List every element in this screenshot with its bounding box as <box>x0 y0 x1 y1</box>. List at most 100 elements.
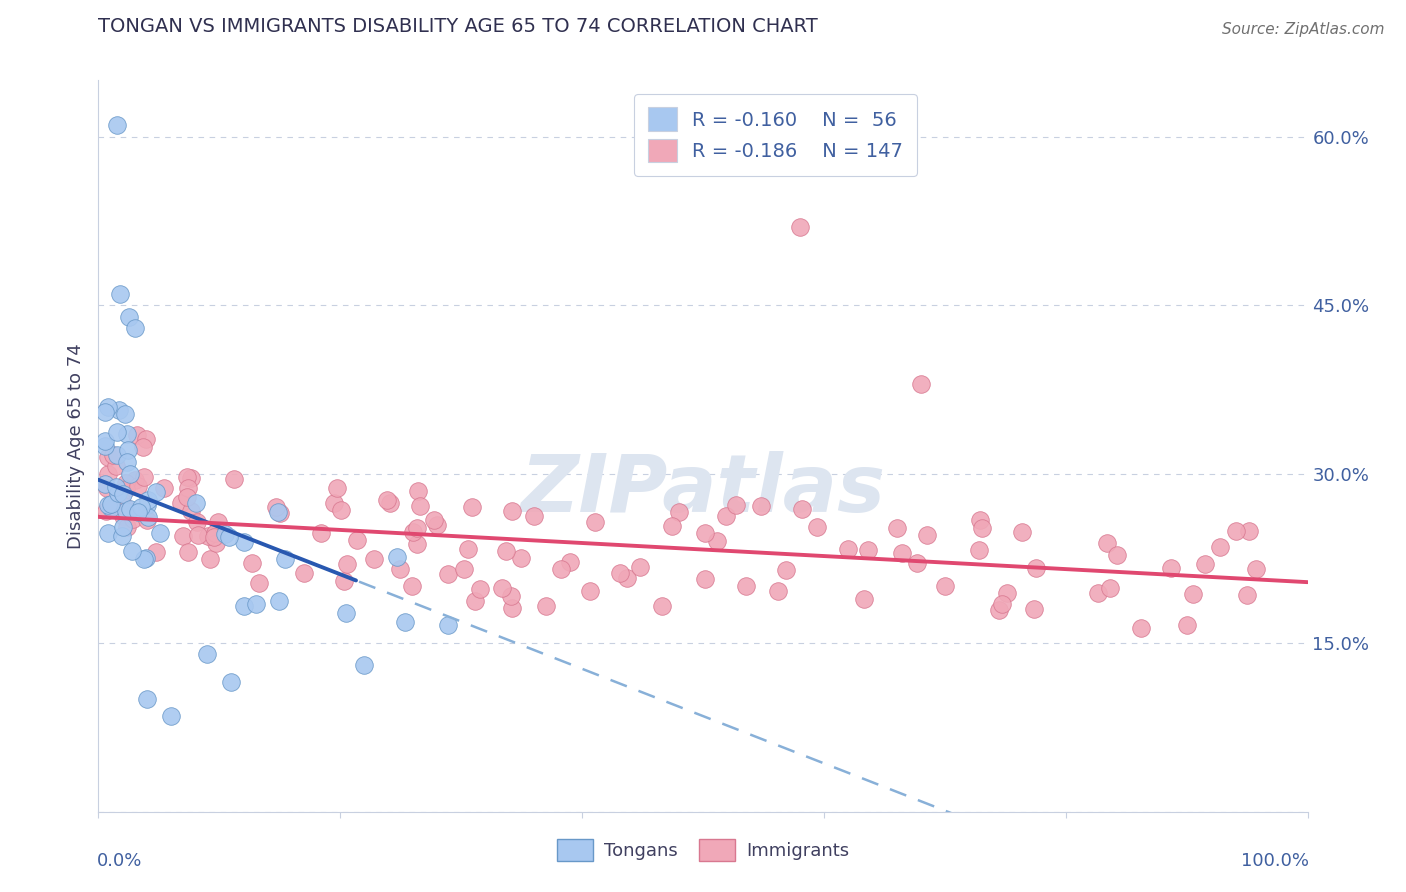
Point <box>509 550 531 565</box>
Point <box>108 287 131 301</box>
Point <box>470 582 492 596</box>
Point <box>232 599 254 613</box>
Point <box>118 310 141 324</box>
Point <box>180 504 202 518</box>
Point <box>94 439 117 453</box>
Point <box>114 482 136 496</box>
Point <box>202 530 225 544</box>
Point <box>97 526 120 541</box>
Point <box>94 503 117 517</box>
Point <box>856 542 879 557</box>
Point <box>96 481 118 495</box>
Point <box>402 524 425 539</box>
Point <box>990 597 1012 611</box>
Point <box>127 479 149 493</box>
Point <box>267 505 290 519</box>
Point <box>346 533 368 547</box>
Point <box>461 500 484 514</box>
Point <box>330 502 353 516</box>
Y-axis label: Disability Age 65 to 74: Disability Age 65 to 74 <box>67 343 86 549</box>
Point <box>695 572 717 586</box>
Point <box>336 557 359 571</box>
Point <box>766 584 789 599</box>
Point <box>131 500 153 515</box>
Point <box>96 450 118 465</box>
Point <box>105 493 128 508</box>
Point <box>616 571 638 585</box>
Text: 0.0%: 0.0% <box>97 852 142 870</box>
Point <box>177 545 200 559</box>
Point <box>124 473 146 487</box>
Point <box>1011 524 1033 539</box>
Point <box>97 498 120 512</box>
Point <box>97 401 120 415</box>
Point <box>789 219 811 234</box>
Point <box>108 402 131 417</box>
Point <box>221 675 243 690</box>
Point <box>409 499 432 513</box>
Point <box>176 491 198 505</box>
Point <box>437 566 460 581</box>
Point <box>114 407 136 421</box>
Point <box>353 658 375 673</box>
Point <box>405 537 427 551</box>
Point <box>233 535 256 549</box>
Point <box>523 508 546 523</box>
Point <box>1095 536 1118 550</box>
Point <box>363 552 385 566</box>
Point <box>499 589 522 603</box>
Point <box>749 499 772 513</box>
Point <box>388 562 411 576</box>
Point <box>138 492 160 507</box>
Point <box>149 526 172 541</box>
Point <box>907 556 929 570</box>
Point <box>695 526 717 541</box>
Point <box>204 526 226 541</box>
Point <box>401 579 423 593</box>
Point <box>536 599 558 613</box>
Point <box>837 541 859 556</box>
Point <box>292 566 315 581</box>
Point <box>628 559 651 574</box>
Point <box>969 513 991 527</box>
Point <box>104 459 127 474</box>
Point <box>1105 548 1128 562</box>
Point <box>103 448 125 462</box>
Point <box>375 492 398 507</box>
Point <box>775 563 797 577</box>
Point <box>186 528 208 542</box>
Point <box>94 405 117 419</box>
Point <box>995 586 1018 600</box>
Point <box>136 510 159 524</box>
Point <box>214 527 236 541</box>
Point <box>186 516 208 530</box>
Point <box>124 321 146 335</box>
Point <box>200 552 222 566</box>
Text: TONGAN VS IMMIGRANTS DISABILITY AGE 65 TO 74 CORRELATION CHART: TONGAN VS IMMIGRANTS DISABILITY AGE 65 T… <box>98 17 818 37</box>
Point <box>380 496 402 510</box>
Point <box>111 529 134 543</box>
Point <box>651 599 673 614</box>
Point <box>967 542 990 557</box>
Point <box>495 543 517 558</box>
Point <box>806 520 828 534</box>
Point <box>453 561 475 575</box>
Point <box>426 518 449 533</box>
Point <box>1209 540 1232 554</box>
Point <box>501 601 523 615</box>
Point <box>579 584 602 599</box>
Point <box>852 592 875 607</box>
Point <box>668 505 690 519</box>
Point <box>115 503 138 517</box>
Point <box>1175 618 1198 632</box>
Point <box>100 497 122 511</box>
Point <box>94 477 117 491</box>
Point <box>176 470 198 484</box>
Point <box>132 470 155 484</box>
Point <box>135 551 157 566</box>
Point <box>1160 561 1182 575</box>
Point <box>135 692 157 706</box>
Point <box>118 501 141 516</box>
Text: ZIPatlas: ZIPatlas <box>520 450 886 529</box>
Point <box>1129 621 1152 635</box>
